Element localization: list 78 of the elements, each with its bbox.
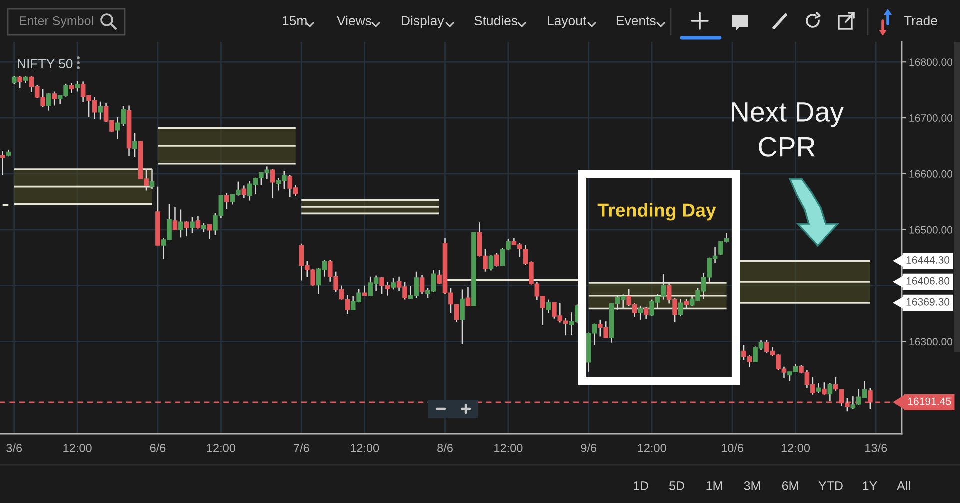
text: 3M — [744, 482, 760, 490]
candlestick — [172, 206, 178, 232]
text: Display — [402, 16, 444, 28]
candlestick — [207, 224, 212, 240]
candlestick — [828, 382, 833, 402]
candlestick — [18, 75, 23, 90]
candlestick — [678, 298, 684, 318]
x-tick-label: 12:00 — [494, 444, 523, 452]
text: 5D — [670, 482, 684, 490]
y-tick-label: 16300.00 — [910, 338, 953, 346]
text: Events — [617, 16, 656, 26]
candlestick — [684, 298, 689, 310]
x-tick-label: 9/6 — [581, 444, 597, 452]
text: Views — [337, 16, 372, 26]
text: NIFTY 50 — [18, 59, 73, 69]
candlestick — [391, 278, 396, 290]
candlestick — [850, 396, 856, 410]
candlestick — [184, 220, 190, 238]
candlestick — [420, 274, 425, 295]
x-tick-label: 12:00 — [638, 444, 666, 452]
x-tick-label: 7/6 — [294, 444, 310, 452]
candlestick — [454, 304, 460, 323]
y-tick-label: 16600.00 — [910, 170, 953, 178]
candlestick — [546, 299, 552, 314]
text: Enter Symbol — [20, 16, 94, 28]
annotation: Trending Day — [598, 203, 716, 221]
x-tick-label: 8/6 — [438, 444, 453, 452]
candlestick — [224, 192, 230, 210]
candlestick — [362, 285, 368, 296]
x-tick-label: 12:00 — [64, 444, 92, 452]
candlestick — [822, 382, 827, 396]
x-tick-label: 12:00 — [350, 444, 380, 452]
text: YTD — [818, 482, 843, 490]
candlestick — [488, 254, 494, 272]
text: Studies — [474, 16, 518, 26]
candlestick — [466, 286, 471, 308]
candlestick — [816, 382, 822, 394]
candlestick — [52, 91, 57, 106]
candlestick — [494, 252, 500, 268]
text: 6M — [782, 482, 798, 490]
candlestick — [132, 132, 138, 158]
candlestick — [150, 168, 155, 190]
candlestick — [75, 80, 80, 92]
candlestick — [834, 376, 838, 392]
x-tick-label: 12:00 — [782, 444, 810, 452]
y-tick-label: 16500.00 — [910, 226, 953, 234]
text: Trade — [904, 16, 938, 26]
text: 16406.80 — [906, 277, 950, 285]
annotation: Next Day CPR — [732, 102, 844, 157]
candlestick — [196, 216, 201, 230]
text: 1Y — [863, 482, 878, 490]
candlestick — [46, 92, 52, 112]
x-tick-label: 6/6 — [150, 444, 166, 452]
x-tick-label: 12:00 — [207, 444, 236, 452]
y-tick-label: 16800.00 — [910, 58, 953, 66]
candlestick — [638, 305, 644, 321]
candlestick — [190, 216, 195, 234]
text: All — [897, 481, 910, 490]
text: 16369.30 — [906, 298, 950, 306]
candlestick — [0, 150, 6, 176]
x-tick-label: 3/6 — [6, 444, 22, 452]
text: 15m — [283, 16, 307, 26]
ref-line-label: 16191.45 — [908, 398, 952, 406]
candlestick — [178, 209, 184, 238]
candlestick — [270, 168, 276, 199]
candlestick — [644, 306, 649, 320]
candlestick — [345, 294, 350, 315]
x-tick-label: 13/6 — [866, 444, 888, 452]
text: 1M — [706, 482, 722, 490]
candlestick — [98, 101, 103, 120]
candlestick — [460, 289, 465, 346]
candlestick — [242, 185, 247, 199]
x-tick-label: 10/6 — [722, 444, 744, 452]
text: 16444.30 — [906, 256, 950, 264]
candlestick — [69, 82, 74, 94]
text: 1D — [634, 482, 648, 490]
text: Layout — [548, 16, 587, 28]
y-tick-label: 16700.00 — [910, 114, 953, 122]
